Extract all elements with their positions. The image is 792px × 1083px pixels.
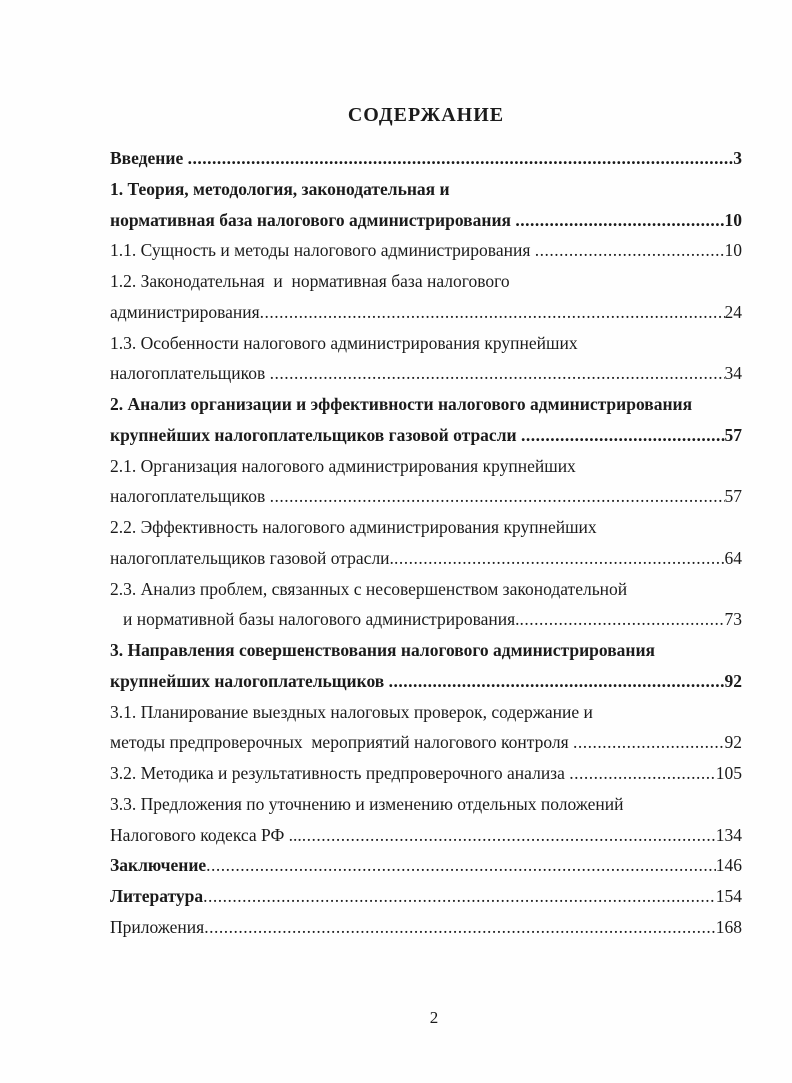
toc-entry-page: 146 — [715, 855, 742, 876]
toc-entry-label: 1.1. Сущность и методы налогового админи… — [110, 240, 535, 261]
dot-leader: ........................................… — [204, 916, 716, 937]
toc-entry-1-2-line-2: администрирования ......................… — [110, 297, 742, 328]
toc-entry-page: 34 — [724, 363, 743, 384]
toc-entry-page: 168 — [715, 916, 742, 937]
toc-entry-label: 3.3. Предложения по уточнению и изменени… — [110, 793, 624, 814]
toc-entry-page: 92 — [724, 732, 743, 753]
toc-entry-page: 134 — [715, 824, 742, 845]
dot-leader: ........................................… — [301, 824, 716, 845]
dot-leader: ........................................… — [203, 886, 716, 906]
toc-entry-chapter-2-line-2: крупнейших налогоплательщиков газовой от… — [110, 420, 742, 451]
toc-entry-1-2-line-1: 1.2. Законодательная и нормативная база … — [110, 266, 742, 297]
dot-leader: ........................................… — [515, 209, 724, 230]
dot-leader: ........................................… — [569, 763, 716, 783]
toc-entry-label: налогоплательщиков — [110, 486, 270, 507]
toc-entry-page: 64 — [724, 547, 743, 568]
toc-entry-label: 2.3. Анализ проблем, связанных с несовер… — [110, 578, 628, 599]
toc-entry-page: 24 — [724, 301, 743, 322]
toc-entry-label: 3.1. Планирование выездных налоговых про… — [110, 701, 593, 722]
toc-entry-label: нормативная база налогового администриро… — [110, 209, 516, 230]
table-of-contents: Введение ...............................… — [110, 143, 742, 943]
toc-entry-label: налогоплательщиков — [110, 363, 270, 384]
toc-entry-label: крупнейших налогоплательщиков газовой от… — [110, 424, 521, 445]
toc-entry-page: 10 — [724, 240, 743, 261]
toc-entry-label: 1. Теория, методология, законодательная … — [110, 178, 450, 199]
toc-entry-appendices: Приложения .............................… — [110, 912, 742, 943]
dot-leader: ........................................… — [206, 855, 716, 876]
dot-leader: ........................................… — [269, 486, 725, 507]
toc-entry-page: 3 — [733, 148, 742, 168]
dot-leader: ........................................… — [269, 363, 725, 384]
toc-entry-label: крупнейших налогоплательщиков — [110, 670, 389, 691]
toc-entry-chapter-1-line-2: нормативная база налогового администриро… — [110, 205, 742, 236]
toc-entry-label: 2.2. Эффективность налогового администри… — [110, 517, 597, 537]
toc-entry-label: и нормативной базы налогового администри… — [123, 609, 520, 630]
toc-entry-page: 105 — [715, 763, 742, 783]
dot-leader: ........................................… — [519, 609, 725, 630]
toc-entry-1-3-line-2: налогоплательщиков .....................… — [110, 358, 742, 389]
toc-entry-3-3-line-2: Налогового кодекса РФ ... ..............… — [110, 820, 742, 851]
toc-entry-introduction: Введение ...............................… — [110, 143, 742, 174]
toc-entry-label: 2. Анализ организации и эффективности на… — [110, 394, 693, 414]
toc-entry-conclusion: Заключение .............................… — [110, 850, 742, 881]
toc-entry-3-1-line-2: методы предпроверочных мероприятий налог… — [110, 727, 742, 758]
toc-entry-label: Налогового кодекса РФ ... — [110, 824, 302, 845]
toc-entry-label: Заключение — [110, 855, 207, 876]
toc-entry-label: администрирования — [110, 301, 260, 322]
toc-entry-chapter-2-line-1: 2. Анализ организации и эффективности на… — [110, 389, 742, 420]
toc-entry-1-3-line-1: 1.3. Особенности налогового администриро… — [110, 328, 742, 359]
toc-entry-2-2-line-2: налогоплательщиков газовой отрасли. ....… — [110, 543, 742, 574]
toc-entry-label: 1.2. Законодательная и нормативная база … — [110, 271, 510, 291]
toc-entry-page: 154 — [715, 886, 742, 906]
toc-entry-3-3-line-1: 3.3. Предложения по уточнению и изменени… — [110, 789, 742, 820]
toc-entry-label: налогоплательщиков газовой отрасли. — [110, 547, 394, 568]
toc-entry-label: 1.3. Особенности налогового администриро… — [110, 332, 578, 353]
toc-entry-page: 57 — [724, 486, 743, 507]
toc-entry-label: 3.2. Методика и результативность предпро… — [110, 763, 570, 783]
toc-entry-literature: Литература .............................… — [110, 881, 742, 912]
dot-leader: ........................................… — [187, 148, 734, 168]
toc-entry-2-3-line-2: и нормативной базы налогового администри… — [110, 604, 742, 635]
dot-leader: ........................................… — [573, 732, 725, 753]
toc-entry-chapter-1-line-1: 1. Теория, методология, законодательная … — [110, 174, 742, 205]
dot-leader: ........................................… — [393, 547, 725, 568]
toc-entry-label: 2.1. Организация налогового администриро… — [110, 455, 576, 476]
toc-entry-1-1: 1.1. Сущность и методы налогового админи… — [110, 235, 742, 266]
toc-entry-chapter-3-line-2: крупнейших налогоплательщиков ..........… — [110, 666, 742, 697]
toc-entry-label: Литература — [110, 886, 204, 906]
dot-leader: ........................................… — [388, 670, 725, 691]
dot-leader: ........................................… — [259, 301, 725, 322]
toc-entry-2-1-line-2: налогоплательщиков .....................… — [110, 481, 742, 512]
toc-entry-label: методы предпроверочных мероприятий налог… — [110, 732, 574, 753]
page-title: СОДЕРЖАНИЕ — [347, 104, 505, 126]
toc-entry-label: Приложения — [110, 916, 205, 937]
toc-entry-page: 57 — [724, 424, 743, 445]
page-number: 2 — [429, 1008, 439, 1027]
toc-entry-chapter-3-line-1: 3. Направления совершенствования налогов… — [110, 635, 742, 666]
toc-entry-3-2: 3.2. Методика и результативность предпро… — [110, 758, 742, 789]
toc-entry-label: Введение — [110, 148, 188, 168]
toc-entry-3-1-line-1: 3.1. Планирование выездных налоговых про… — [110, 697, 742, 728]
toc-entry-2-1-line-1: 2.1. Организация налогового администриро… — [110, 451, 742, 482]
toc-entry-2-2-line-1: 2.2. Эффективность налогового администри… — [110, 512, 742, 543]
toc-entry-label: 3. Направления совершенствования налогов… — [110, 640, 656, 660]
toc-entry-2-3-line-1: 2.3. Анализ проблем, связанных с несовер… — [110, 574, 742, 605]
toc-entry-page: 73 — [724, 609, 743, 630]
dot-leader: ........................................… — [534, 240, 725, 261]
toc-entry-page: 92 — [724, 670, 743, 691]
dot-leader: ........................................… — [520, 424, 725, 445]
toc-entry-page: 10 — [724, 209, 743, 230]
